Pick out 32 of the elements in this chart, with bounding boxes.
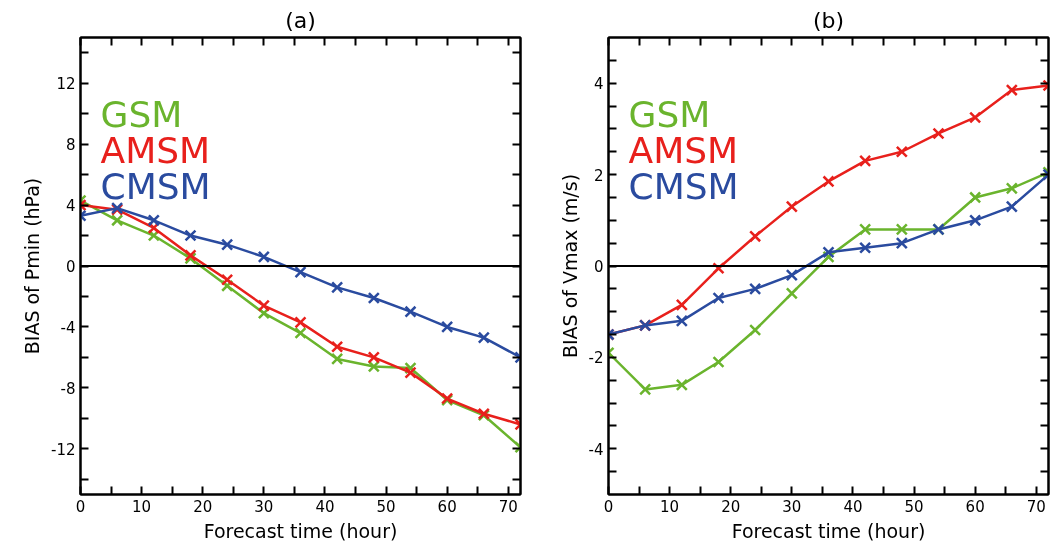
chart-title: (b)	[812, 7, 845, 33]
x-tick-label: 20	[193, 497, 213, 516]
y-tick-label: -2	[588, 349, 604, 368]
y-tick-label: 0	[593, 258, 604, 276]
x-tick-label: 10	[132, 497, 152, 516]
x-axis-title: Forecast time (hour)	[203, 519, 398, 542]
x-tick-label: 40	[315, 497, 335, 516]
y-tick-label: -8	[60, 379, 76, 398]
y-tick-label: 4	[65, 197, 76, 216]
x-tick-label: 60	[437, 497, 457, 516]
y-tick-label: 8	[65, 136, 76, 155]
y-tick-label: -12	[51, 440, 76, 459]
y-tick-label: -4	[588, 440, 604, 459]
x-tick-label: 50	[904, 497, 924, 516]
y-tick-label: 2	[593, 166, 604, 185]
y-tick-label: -4	[60, 318, 76, 337]
x-axis-title: Forecast time (hour)	[731, 519, 926, 542]
x-tick-label: 40	[843, 497, 863, 516]
chart-title: (a)	[285, 7, 316, 33]
x-tick-label: 50	[376, 497, 396, 516]
y-tick-label: 4	[593, 75, 604, 94]
x-tick-label: 70	[1026, 497, 1046, 516]
x-tick-label: 60	[965, 497, 985, 516]
x-tick-label: 30	[782, 497, 802, 516]
x-tick-label: 20	[721, 497, 741, 516]
y-tick-label: 0	[65, 258, 76, 276]
y-axis-title: BIAS of Pmin (hPa)	[21, 177, 43, 355]
x-tick-label: 10	[660, 497, 680, 516]
x-tick-label: 30	[254, 497, 274, 516]
x-tick-label: 70	[498, 497, 518, 516]
y-axis-title: BIAS of Vmax (m/s)	[558, 173, 581, 359]
y-tick-label: 12	[56, 75, 76, 94]
